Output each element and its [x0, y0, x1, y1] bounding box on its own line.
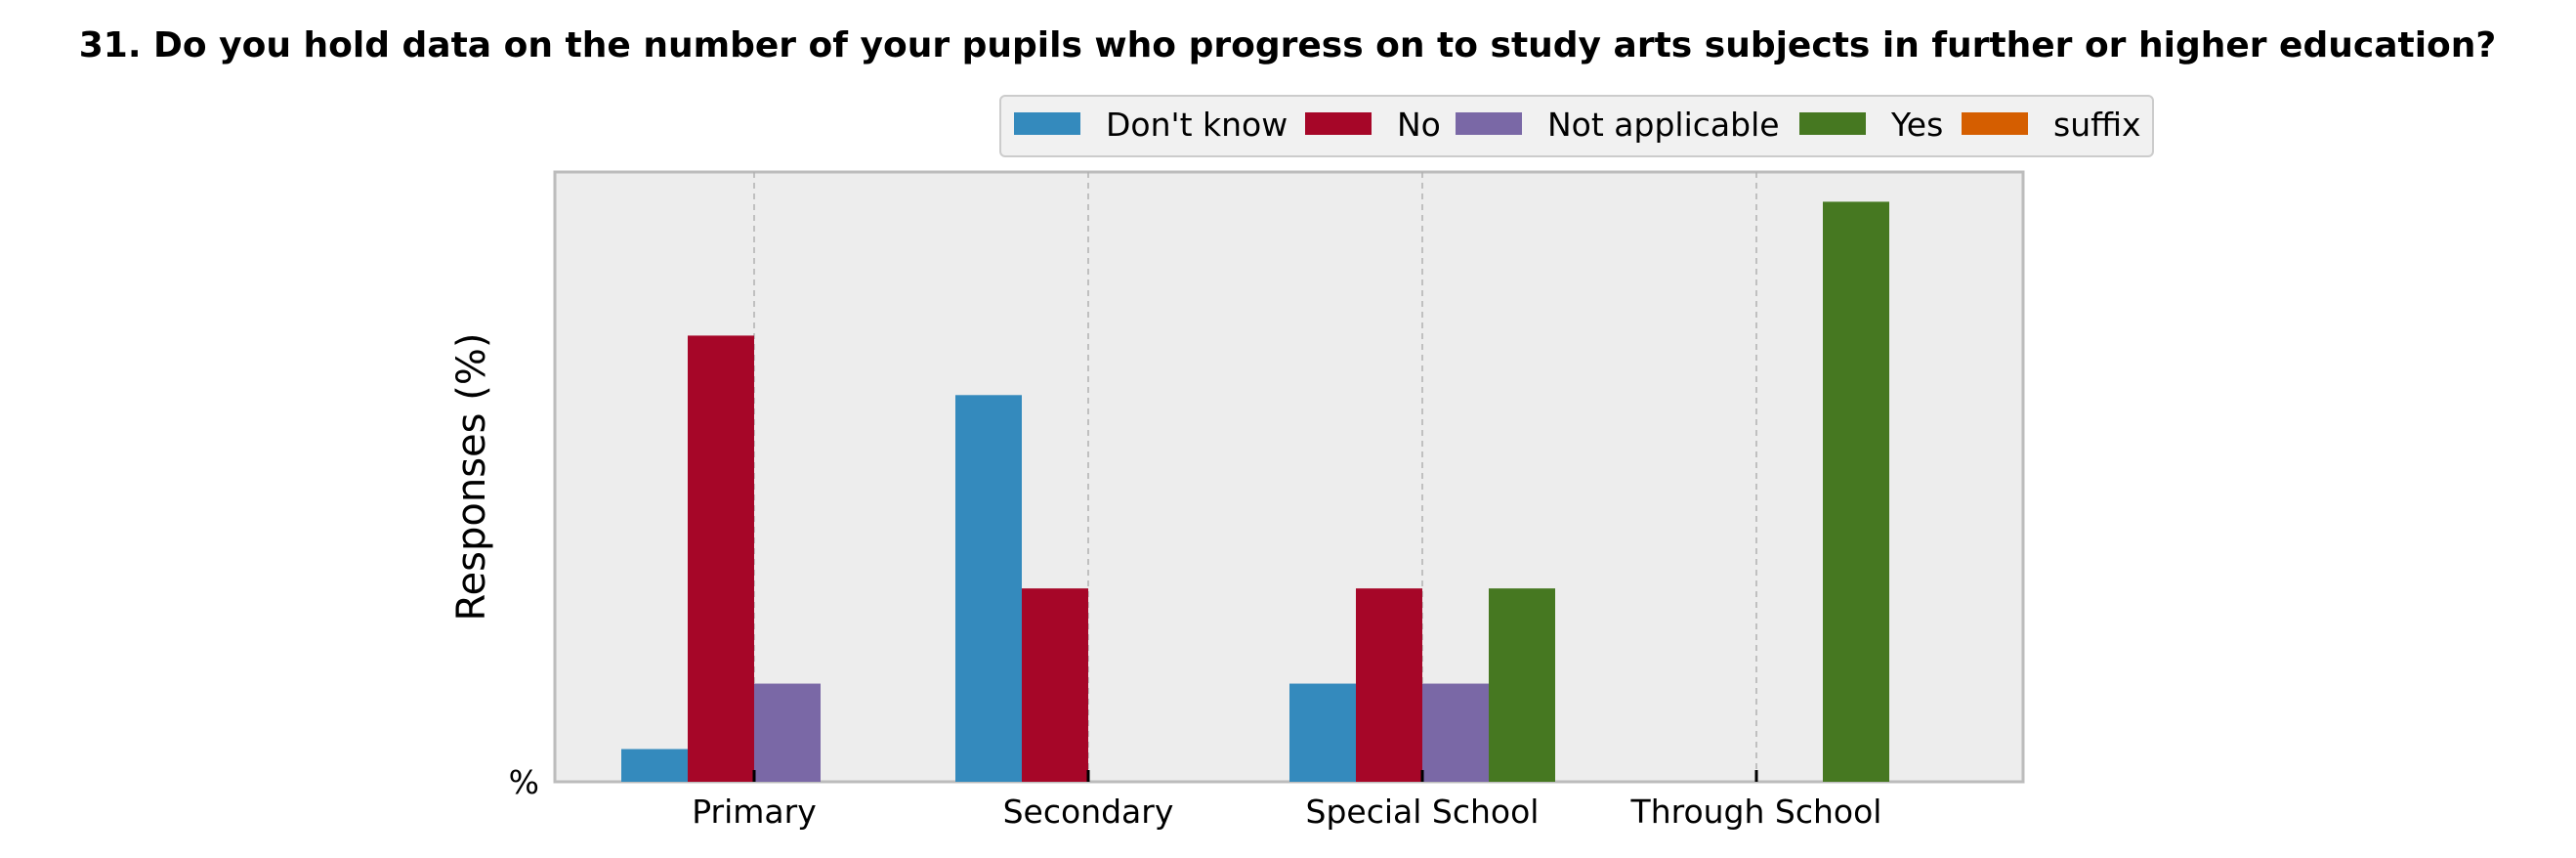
- x-tick-label: Primary: [692, 793, 817, 831]
- bar: [1422, 683, 1489, 782]
- legend-item: Not applicable: [1456, 106, 1780, 144]
- bar: [955, 395, 1022, 782]
- chart-title: 31. Do you hold data on the number of yo…: [79, 25, 2497, 65]
- legend-item: No: [1305, 106, 1441, 144]
- legend-label: Not applicable: [1547, 106, 1780, 144]
- bar: [754, 683, 821, 782]
- bar: [1022, 588, 1088, 782]
- bar: [688, 335, 754, 782]
- x-ticks: Primary Secondary Special School Through Sc…: [692, 770, 1881, 831]
- legend: Don't know No Not applicable Yes suffix: [999, 95, 2154, 157]
- bars: [621, 201, 1889, 782]
- legend-swatch: [1305, 112, 1372, 135]
- plot-area: [553, 170, 2025, 784]
- legend-item: Don't know: [1014, 106, 1288, 144]
- y-axis-label: Responses (%): [449, 333, 494, 622]
- x-tick-label: Secondary: [1003, 793, 1174, 831]
- legend-label: No: [1397, 106, 1441, 144]
- legend-label: Don't know: [1106, 106, 1288, 144]
- bar: [1289, 683, 1356, 782]
- legend-item: suffix: [1962, 106, 2141, 144]
- bar: [1489, 588, 1555, 782]
- y-tick-label: %: [509, 763, 539, 801]
- legend-swatch: [1962, 112, 2028, 135]
- legend-swatch: [1456, 112, 1522, 135]
- legend-label: Yes: [1890, 106, 1943, 144]
- bar: [1356, 588, 1422, 782]
- bar: [621, 749, 688, 782]
- x-tick-label: Through School: [1630, 793, 1882, 831]
- x-tick-label: Special School: [1306, 793, 1540, 831]
- legend-swatch: [1014, 112, 1080, 135]
- legend-item: Yes: [1799, 106, 1943, 144]
- legend-box: [999, 95, 2154, 157]
- bar: [1823, 201, 1889, 782]
- legend-label: suffix: [2053, 106, 2141, 144]
- legend-swatch: [1799, 112, 1866, 135]
